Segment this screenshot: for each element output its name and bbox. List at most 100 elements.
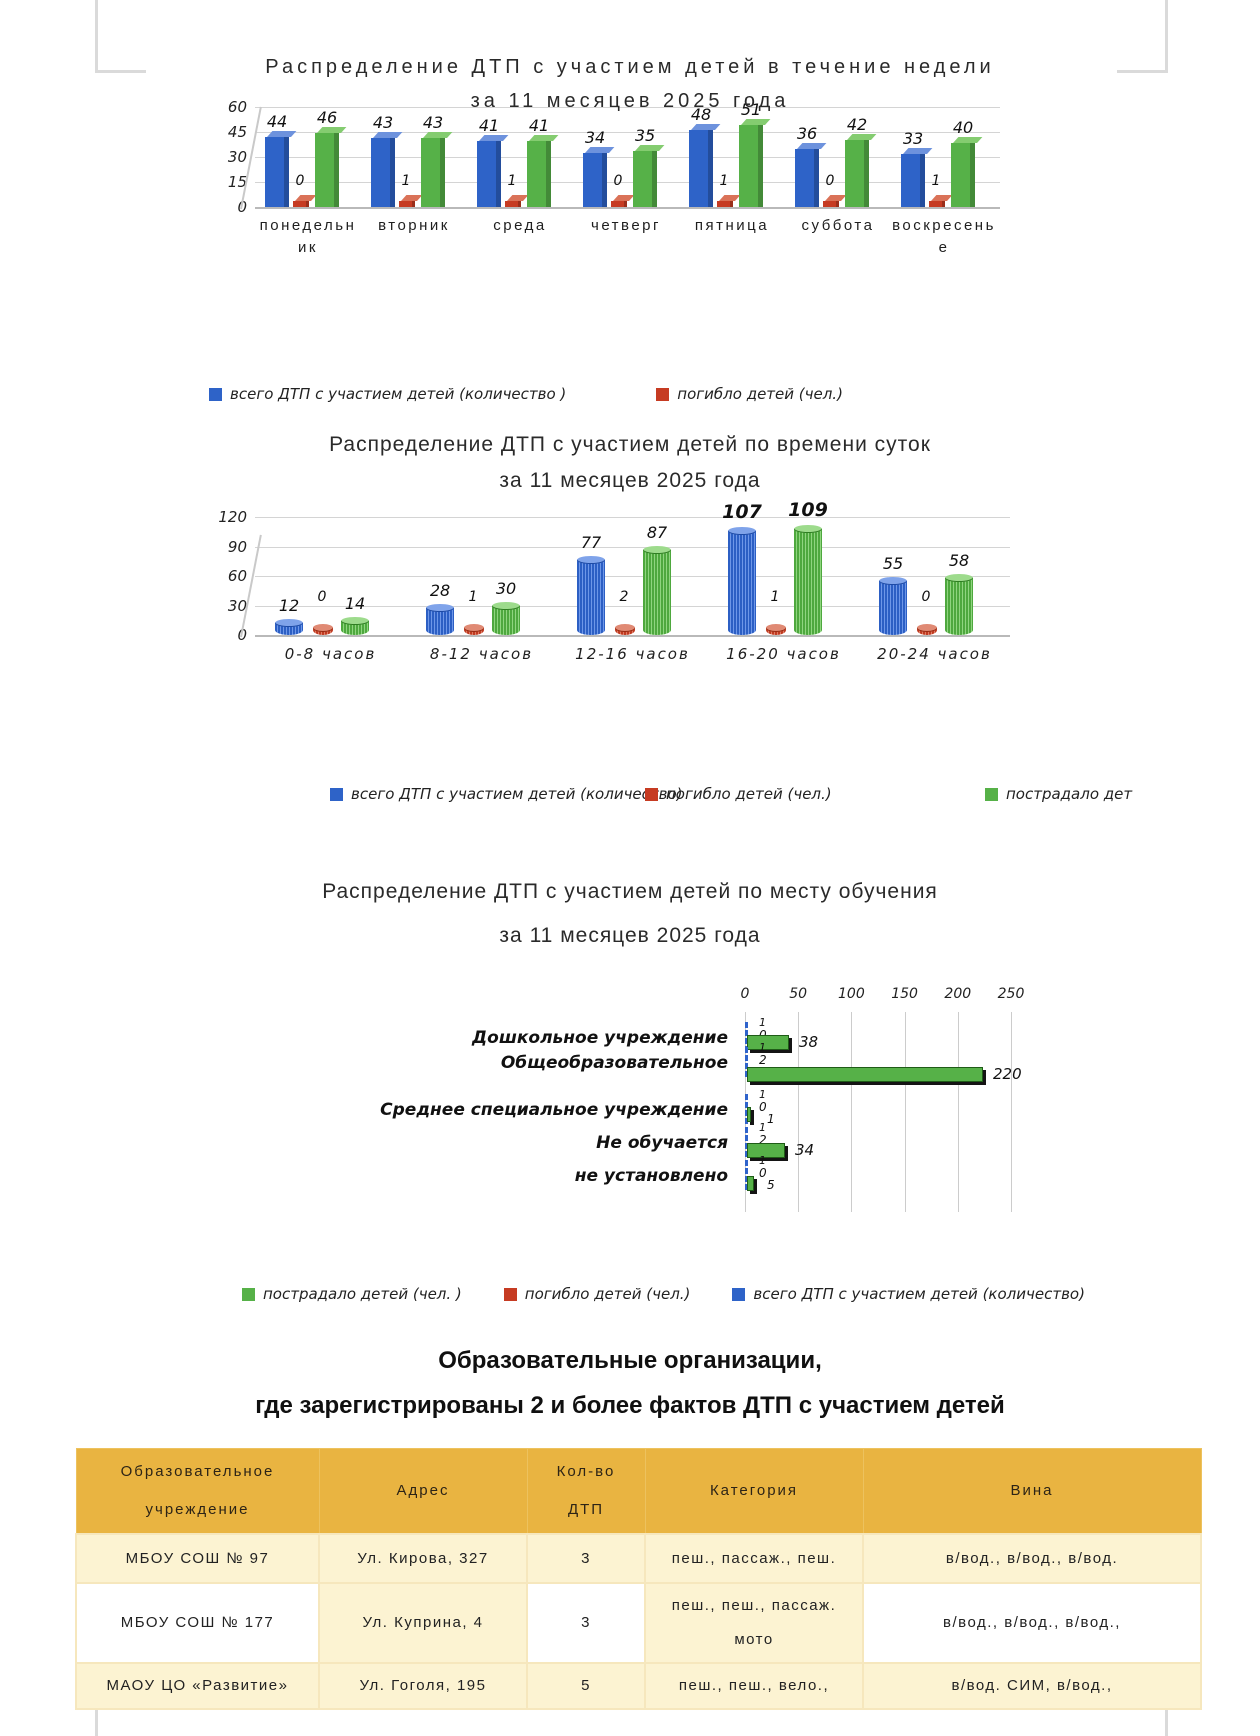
chart-weekday-subtitle: за 11 месяцев 2025 года (470, 90, 790, 112)
legend-swatch (503, 1287, 517, 1301)
data-label-died: 0 (825, 173, 835, 189)
category-label: суббота (801, 217, 875, 234)
y-axis-tick-label: 60 (227, 567, 247, 585)
gridline (255, 182, 1000, 183)
bar-injured (633, 151, 657, 207)
bar-total-dtp (745, 1160, 748, 1190)
data-label-injured: 109 (788, 499, 828, 521)
data-label-injured: 42 (846, 115, 868, 134)
chart-place-row: Среднее специальное учреждение 1 0 1 (0, 1088, 1260, 1130)
data-label-injured: 5 (767, 1178, 775, 1192)
table-column-header: Адрес (318, 1448, 528, 1535)
gridline (255, 132, 1000, 133)
data-label-died: 1 (719, 173, 729, 189)
chart-timeofday-legend: всего ДТП с участием детей (количество) п… (0, 785, 1175, 806)
data-label-total: 33 (902, 129, 924, 148)
table-row: МАОУ ЦО «Развитие» Ул. Гоголя, 195 5 пеш., … (75, 1662, 1202, 1710)
data-label-injured: 43 (422, 113, 444, 132)
data-label-total: 1 (759, 1016, 766, 1029)
bar-injured (492, 602, 520, 635)
data-label-total: 44 (266, 112, 288, 131)
y-axis-tick-label: 30 (227, 596, 247, 615)
bar-injured (747, 1035, 789, 1050)
data-label-died: 1 (507, 173, 517, 189)
chart-place-title: Распределение ДТП с участием детей по ме… (322, 880, 938, 903)
bar-injured (747, 1067, 983, 1082)
table-row: МБОУ СОШ № 177 Ул. Куприна, 4 3 пеш., пеш.,… (75, 1582, 1202, 1664)
data-label-total: 36 (796, 124, 818, 143)
category-label: 0-8 часов (284, 645, 377, 663)
chart-place-legend: пострадало детей (чел. ) погибло детей (ч… (242, 1285, 1085, 1303)
legend-label: погибло детей (чел.) (524, 1285, 691, 1303)
data-label-died: 0 (921, 589, 931, 605)
legend-label: погибло детей (чел.) (666, 785, 832, 803)
data-label-total: 107 (722, 501, 762, 523)
category-label: Не обучается (596, 1133, 728, 1153)
bar-injured (951, 143, 975, 207)
data-label-total: 12 (278, 596, 300, 615)
table-cell-org: МБОУ СОШ № 177 (75, 1582, 320, 1664)
data-label-injured: 38 (799, 1033, 819, 1051)
chart-timeofday-title: Распределение ДТП с участием детей по вр… (329, 433, 931, 456)
data-label-total: 48 (690, 105, 712, 124)
table-cell-count: 5 (526, 1662, 646, 1710)
table-cell-count: 3 (526, 1582, 646, 1664)
bar-total-dtp (745, 1094, 748, 1124)
bar-injured (527, 141, 551, 207)
legend-swatch (656, 387, 670, 401)
bar-injured (643, 546, 671, 635)
legend-swatch (242, 1287, 255, 1301)
data-label-total: 1 (759, 1121, 766, 1134)
bar-total-dtp (745, 1127, 748, 1157)
data-label-injured: 41 (528, 116, 550, 135)
chart-weekday-section: Распределение ДТП с участием детей в теч… (0, 55, 1260, 403)
gridline (1011, 1012, 1012, 1212)
bar-injured (341, 617, 369, 635)
table-heading-line2: где зарегистрированы 2 и более фактов ДТ… (255, 1392, 1005, 1419)
bar-total-dtp (728, 527, 756, 635)
data-label-died: 0 (613, 173, 623, 189)
category-label: среда (493, 217, 547, 234)
bar-injured (945, 574, 973, 635)
data-label-total: 43 (372, 113, 394, 132)
legend-item: погибло детей (чел.) (656, 385, 843, 403)
data-label-died: 1 (468, 589, 478, 605)
bar-total-dtp (371, 138, 395, 207)
bar-injured (315, 133, 339, 207)
data-label-total: 34 (584, 128, 606, 147)
data-label-injured: 1 (767, 1112, 775, 1126)
table-cell-count: 3 (526, 1533, 646, 1584)
bar-died (917, 624, 937, 635)
category-label: четверг (591, 217, 661, 234)
y-axis-tick-label: 90 (227, 537, 247, 556)
chart-weekday-categories: понедельник вторник среда четверг пятница суб… (255, 215, 1260, 267)
data-label-total: 55 (882, 554, 904, 573)
data-label-total: 77 (580, 533, 602, 552)
chart-place-subtitle: за 11 месяцев 2025 года (499, 924, 761, 947)
table-cell-fault: в/вод., в/вод., в/вод., (862, 1582, 1202, 1664)
data-label-injured: 58 (948, 551, 970, 570)
legend-item: погибло детей (чел.) (503, 1285, 691, 1303)
table-heading-section: Образовательные организации, где зарегис… (0, 1338, 1260, 1428)
legend-swatch (209, 387, 222, 401)
bar-died (929, 201, 945, 207)
data-label-injured: 87 (646, 523, 668, 542)
x-axis-tick-label: 200 (944, 986, 972, 1002)
legend-item: всего ДТП с участием детей (количество) (330, 785, 683, 803)
bar-died (611, 201, 627, 207)
orgs-facts-table: Образовательное учреждение Адрес Кол-во ДТ… (75, 1448, 1202, 1710)
category-label: воскресенье (892, 217, 996, 256)
bar-injured (747, 1143, 785, 1158)
y-axis-tick-label: 60 (227, 98, 247, 116)
bar-injured (739, 125, 763, 207)
data-label-total: 1 (759, 1088, 766, 1101)
legend-item: всего ДТП с участием детей (количество) (732, 1285, 1085, 1303)
bar-total-dtp (275, 619, 303, 635)
data-label-died: 1 (770, 589, 780, 605)
table-column-header: Образовательное учреждение (75, 1448, 320, 1535)
bar-total-dtp (577, 556, 605, 635)
gridline (255, 157, 1000, 158)
